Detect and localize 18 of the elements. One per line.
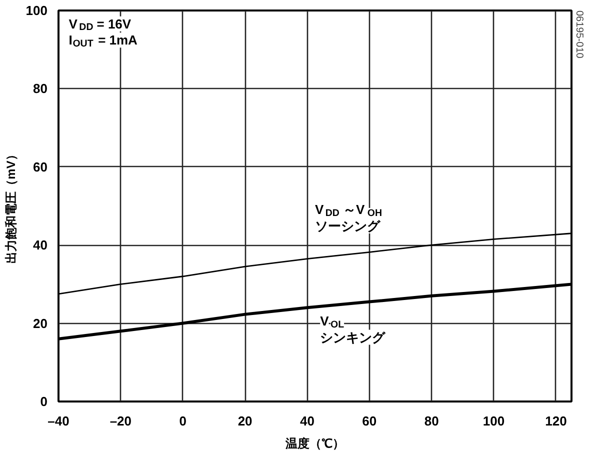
x-tick-label: 40 [300, 414, 314, 428]
x-tick-label: 0 [179, 414, 186, 428]
y-tick-label: 40 [33, 238, 48, 253]
x-tick-label: 100 [482, 414, 505, 428]
x-tick-label: –40 [48, 414, 70, 428]
y-tick-label: 100 [26, 3, 48, 18]
y-axis-title: 出力飽和電圧（mV） [4, 148, 18, 264]
x-tick-label: 20 [238, 414, 252, 428]
x-tick-label: 80 [424, 414, 439, 428]
x-tick-label: 120 [545, 414, 567, 428]
y-tick-label: 60 [33, 159, 48, 174]
x-tick-label: –20 [110, 414, 132, 428]
x-axis-title: 温度（℃） [284, 436, 344, 450]
x-tick-label: 60 [362, 414, 377, 428]
y-tick-label: 0 [40, 394, 48, 409]
y-tick-label: 80 [33, 81, 48, 96]
text: 06195-010 [574, 10, 584, 59]
y-tick-label: 20 [33, 316, 48, 331]
